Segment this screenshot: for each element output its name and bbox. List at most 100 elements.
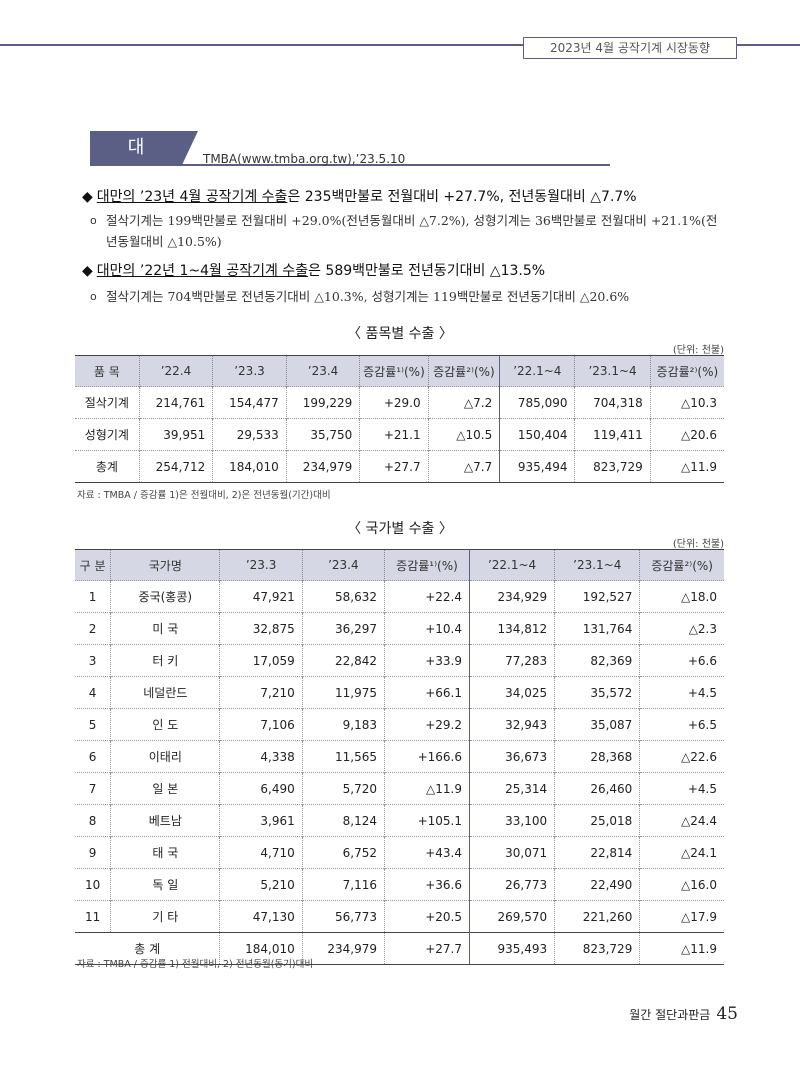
country-tab-corner xyxy=(182,131,198,165)
table-cell: 221,260 xyxy=(554,900,640,933)
table-cell: 704,318 xyxy=(574,386,651,419)
table-cell: △11.9 xyxy=(639,932,724,965)
table-cell: +36.6 xyxy=(384,868,470,901)
table-cell: 7,116 xyxy=(301,868,385,901)
table-row: 4 네덜란드 7,210 11,975 +66.1 34,025 35,572 +4.5 xyxy=(75,676,724,709)
col-header: 증감률¹⁾(%) xyxy=(384,549,470,581)
table-cell: 823,729 xyxy=(574,450,651,483)
table1-note: 자료 : TMBA / 증감률 1)은 전월대비, 2)은 전년동월(기간)대비 xyxy=(77,490,331,501)
table1-caption: 〈 품목별 수출 〉 xyxy=(347,326,453,342)
table1-unit: (단위: 천불) xyxy=(672,345,724,356)
total-row: 총 계 184,010 234,979 +27.7 935,493 823,729 △11.… xyxy=(75,932,724,965)
col-header: 구 분 xyxy=(75,549,111,581)
table-cell: 58,632 xyxy=(301,580,385,613)
table-cell: 199,229 xyxy=(285,386,360,419)
page-number: 45 xyxy=(716,1004,738,1024)
table-cell: 3,961 xyxy=(219,804,303,837)
row-number: 4 xyxy=(75,676,111,709)
table-cell: 32,875 xyxy=(219,612,303,645)
table-cell: +29.2 xyxy=(384,708,470,741)
table-header-row: 품 목 ’22.4 ’23.3 ’23.4 증감률¹⁾(%) 증감률²⁾(%) … xyxy=(75,355,724,387)
table-cell: 254,712 xyxy=(138,450,213,483)
product-export-table: 품 목 ’22.4 ’23.3 ’23.4 증감률¹⁾(%) 증감률²⁾(%) … xyxy=(75,355,724,483)
table-cell: 22,490 xyxy=(554,868,640,901)
table-cell: 25,314 xyxy=(468,772,555,805)
table-cell: 34,025 xyxy=(468,676,555,709)
bullet-1-emphasis: 대만의 ’23년 4월 공작기계 수출 xyxy=(96,189,288,205)
col-header: 증감률¹⁾(%) xyxy=(359,355,429,387)
table-cell: 35,572 xyxy=(554,676,640,709)
col-header: ’23.3 xyxy=(219,549,303,581)
row-number: 7 xyxy=(75,772,111,805)
bullet-2-text: 은 589백만불로 전년동기대비 △13.5% xyxy=(308,263,546,279)
country-cell: 베트남 xyxy=(110,804,220,837)
table-cell: 119,411 xyxy=(574,418,651,451)
table2-unit: (단위: 천불) xyxy=(672,539,724,550)
table-cell: 823,729 xyxy=(554,932,640,965)
row-number: 5 xyxy=(75,708,111,741)
country-cell: 태 국 xyxy=(110,836,220,869)
table-cell: 11,565 xyxy=(301,740,385,773)
table-cell: △10.3 xyxy=(649,386,724,419)
sub-1: o 절삭기계는 199백만불로 전월대비 +29.0%(전년동월대비 △7.2%… xyxy=(90,210,726,252)
table-cell: 47,921 xyxy=(219,580,303,613)
table-cell: +6.5 xyxy=(639,708,724,741)
bullet-1: ◆ 대만의 ’23년 4월 공작기계 수출은 235백만불로 전월대비 +27.7… xyxy=(82,186,637,206)
sub-2: o 절삭기계는 704백만불로 전년동기대비 △10.3%, 성형기계는 119… xyxy=(90,286,726,307)
table-cell: △10.5 xyxy=(427,418,500,451)
table-cell: +105.1 xyxy=(384,804,470,837)
table-cell: 7,106 xyxy=(219,708,303,741)
bullet-2: ◆ 대만의 ’22년 1~4월 공작기계 수출은 589백만불로 전년동기대비 △… xyxy=(82,260,545,280)
table-cell: △18.0 xyxy=(639,580,724,613)
table-cell: 6,490 xyxy=(219,772,303,805)
col-header: 증감률²⁾(%) xyxy=(427,355,500,387)
country-cell: 이태리 xyxy=(110,740,220,773)
sub-1-text: 절삭기계는 199백만불로 전월대비 +29.0%(전년동월대비 △7.2%),… xyxy=(106,213,718,249)
table-cell: +27.7 xyxy=(384,932,470,965)
table-row: 11 기 타 47,130 56,773 +20.5 269,570 221,260 △17.… xyxy=(75,900,724,933)
table-cell: 5,720 xyxy=(301,772,385,805)
table-cell: 4,710 xyxy=(219,836,303,869)
table-cell: 22,814 xyxy=(554,836,640,869)
table-cell: 150,404 xyxy=(499,418,575,451)
table-cell: 5,210 xyxy=(219,868,303,901)
table-cell: 935,494 xyxy=(499,450,575,483)
table-cell: 154,477 xyxy=(212,386,287,419)
table-cell: 234,979 xyxy=(301,932,385,965)
col-header: ’23.4 xyxy=(285,355,360,387)
table-cell: +166.6 xyxy=(384,740,470,773)
country-cell: 중국(홍콩) xyxy=(110,580,220,613)
table-cell: 36,297 xyxy=(301,612,385,645)
table-cell: 134,812 xyxy=(468,612,555,645)
col-header: ’22.4 xyxy=(138,355,213,387)
table-row: 8 베트남 3,961 8,124 +105.1 33,100 25,018 △24.4 xyxy=(75,804,724,837)
row-label: 절삭기계 xyxy=(75,386,140,419)
table2-caption: 〈 국가별 수출 〉 xyxy=(347,521,453,537)
table-row: 총계 254,712 184,010 234,979 +27.7 △7.7 935,494 8… xyxy=(75,450,724,483)
table-cell: △7.2 xyxy=(427,386,500,419)
country-name: 대 만 xyxy=(90,131,182,192)
table-cell: 82,369 xyxy=(554,644,640,677)
table-cell: 214,761 xyxy=(138,386,213,419)
sub-bullet-icon: o xyxy=(90,214,97,227)
table-cell: 184,010 xyxy=(212,450,287,483)
table-cell: 17,059 xyxy=(219,644,303,677)
table-cell: 47,130 xyxy=(219,900,303,933)
table-cell: △11.9 xyxy=(384,772,470,805)
bullet-2-emphasis: 대만의 ’22년 1~4월 공작기계 수출 xyxy=(96,263,309,279)
table2-note: 자료 : TMBA / 증감률 1) 전월대비, 2) 전년동월(동기)대비 xyxy=(77,959,314,970)
table-cell: +21.1 xyxy=(359,418,429,451)
header-rule xyxy=(0,44,800,46)
table-cell: +27.7 xyxy=(359,450,429,483)
country-cell: 기 타 xyxy=(110,900,220,933)
col-header: ’22.1~4 xyxy=(499,355,575,387)
table-cell: +4.5 xyxy=(639,676,724,709)
row-number: 2 xyxy=(75,612,111,645)
table-cell: 26,773 xyxy=(468,868,555,901)
table-cell: +29.0 xyxy=(359,386,429,419)
col-header: 품 목 xyxy=(75,355,140,387)
table-cell: 192,527 xyxy=(554,580,640,613)
row-number: 3 xyxy=(75,644,111,677)
row-label: 총계 xyxy=(75,450,140,483)
